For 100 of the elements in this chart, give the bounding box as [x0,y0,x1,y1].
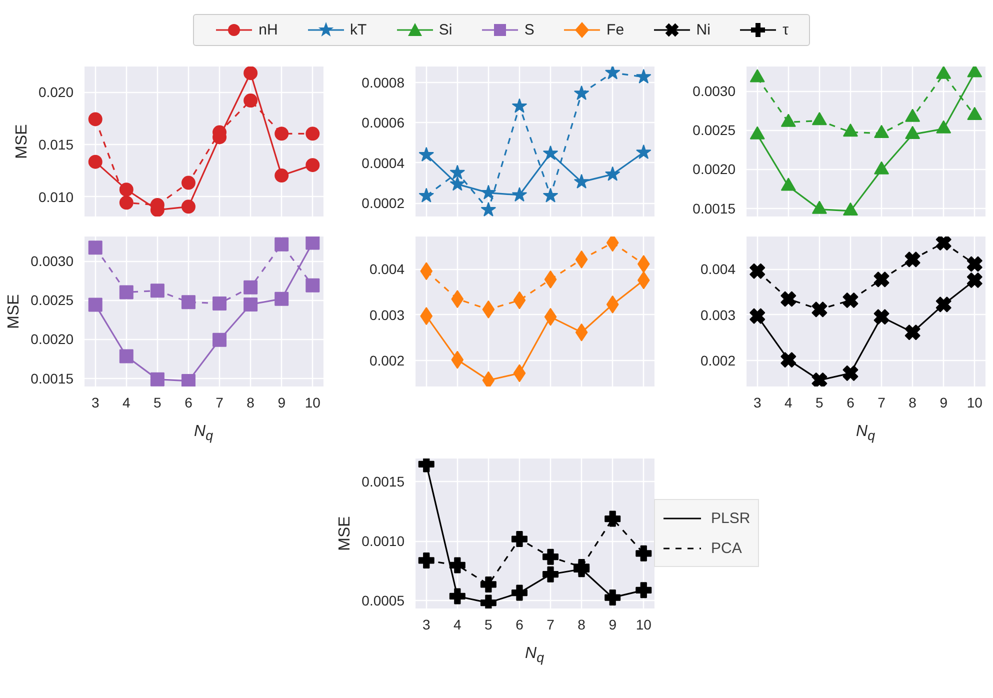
point [842,202,858,216]
point [904,324,920,340]
point [274,126,289,141]
point [274,237,289,252]
legend-label: kT [350,21,367,38]
point [274,168,289,183]
point [306,278,320,292]
y-tick-label: 0.002 [700,352,736,369]
x-tick-label: 9 [608,616,617,632]
x-tick-label: 10 [636,616,652,632]
y-tick-label: 0.015 [38,136,74,152]
y-tick-label: 0.010 [38,188,74,205]
point [636,144,652,160]
y-tick-label: 0.0006 [362,114,405,131]
y-tick-label: 0.0030 [692,83,736,100]
point [512,98,528,113]
point [936,66,952,79]
point [181,374,196,386]
point [480,594,496,608]
point [575,323,588,342]
point [150,284,164,298]
point [966,272,982,288]
point [966,256,982,272]
point [306,126,320,141]
point [936,296,952,312]
x-tick-label: 8 [908,394,917,410]
point [480,576,496,592]
point [575,250,588,268]
point [604,166,620,181]
point [418,458,434,472]
x-tick-label: 10 [304,394,321,410]
point [905,108,920,122]
point [449,557,466,574]
point [480,202,496,216]
x-tick-label: 3 [422,616,430,632]
point [604,66,620,80]
y-tick-label: 0.003 [369,306,405,323]
point [574,85,590,100]
point [119,349,134,364]
point [119,182,134,197]
legend-label: nH [258,21,278,38]
point [812,302,828,318]
point [604,510,621,527]
point [181,200,196,214]
y-axis-title: MSE [6,294,23,329]
point [936,120,952,134]
point [542,145,558,160]
point [812,372,828,386]
point [418,552,434,568]
point [418,146,434,162]
point [606,295,619,314]
point [780,352,796,368]
point [874,309,890,325]
point [480,184,496,200]
legend-label: S [524,21,534,38]
point [449,588,466,604]
point [780,178,796,191]
x-tick-label: 4 [454,616,462,632]
x-tick-label: 8 [578,616,586,632]
point [244,297,258,312]
y-tick-label: 0.0025 [692,122,736,138]
y-tick-label: 0.0025 [30,292,74,308]
point [511,531,528,548]
point [874,161,890,174]
point [750,263,766,279]
point [874,272,890,288]
point [512,187,528,202]
point [905,126,920,140]
y-axis-title: MSE [336,516,354,551]
x-tick-label: 4 [122,394,131,410]
x-tick-label: 6 [846,394,855,410]
point [636,68,652,84]
y-tick-label: 0.004 [700,261,736,278]
point [306,158,320,172]
point [637,271,650,290]
point [636,545,652,562]
legend-label: PCA [711,540,742,556]
point [181,295,196,310]
point [780,291,796,307]
point [119,285,134,300]
point [874,124,890,138]
y-tick-label: 0.0030 [30,253,74,270]
point [244,66,258,80]
point [812,200,827,214]
y-tick-label: 0.0015 [362,474,405,490]
point [212,296,227,310]
x-tick-label: 10 [966,394,983,410]
x-tick-label: 6 [516,616,524,632]
y-tick-label: 0.0004 [362,154,405,171]
x-axis-title: N$_{q}$ [525,645,544,666]
point [604,590,621,606]
x-tick-label: 3 [91,394,100,410]
point [212,332,227,347]
x-tick-label: 3 [753,394,762,410]
y-tick-label: 0.0020 [692,161,736,178]
y-tick-label: 0.002 [369,352,405,369]
point [88,154,102,169]
x-tick-label: 5 [484,616,493,632]
point [88,298,102,312]
point [513,291,526,310]
